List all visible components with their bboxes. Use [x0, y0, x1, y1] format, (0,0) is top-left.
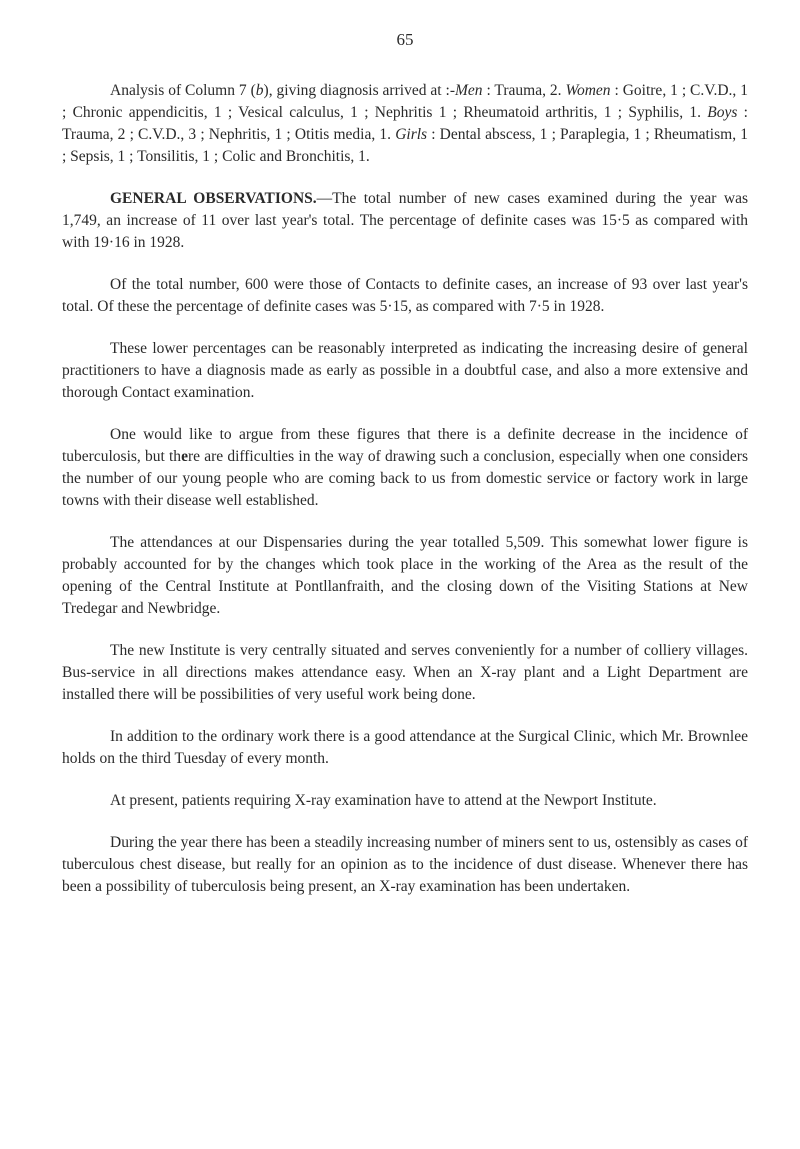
p1-italic-women: Women — [565, 82, 610, 99]
page-number: 65 — [62, 30, 748, 50]
p5-bold-e: e — [181, 448, 188, 465]
p1-italic-girls: Girls — [395, 126, 427, 143]
p8: In addition to the ordinary work there i… — [62, 726, 748, 770]
p1-part2: ), giving diagnosis arrived at :- — [264, 82, 455, 99]
p9: At present, patients requiring X-ray exa… — [62, 790, 748, 812]
p1-part1: Analysis of Column 7 ( — [110, 82, 256, 99]
p5: One would like to argue from these figur… — [62, 424, 748, 512]
p1-italic-men: Men — [455, 82, 483, 99]
general-observations-heading: GENERAL OBSERVATIONS. — [110, 190, 317, 207]
p7: The new Institute is very centrally situ… — [62, 640, 748, 706]
analysis-paragraph: Analysis of Column 7 (b), giving diagnos… — [62, 80, 748, 168]
p10: During the year there has been a steadil… — [62, 832, 748, 898]
p1-part3: : Trauma, 2. — [483, 82, 566, 99]
p4: These lower percentages can be reasonabl… — [62, 338, 748, 404]
p6: The attendances at our Dispensaries duri… — [62, 532, 748, 620]
p3: Of the total number, 600 were those of C… — [62, 274, 748, 318]
p1-italic-b: b — [256, 82, 264, 99]
general-observations-paragraph: GENERAL OBSERVATIONS.—The total number o… — [62, 188, 748, 254]
p1-italic-boys: Boys — [707, 104, 737, 121]
